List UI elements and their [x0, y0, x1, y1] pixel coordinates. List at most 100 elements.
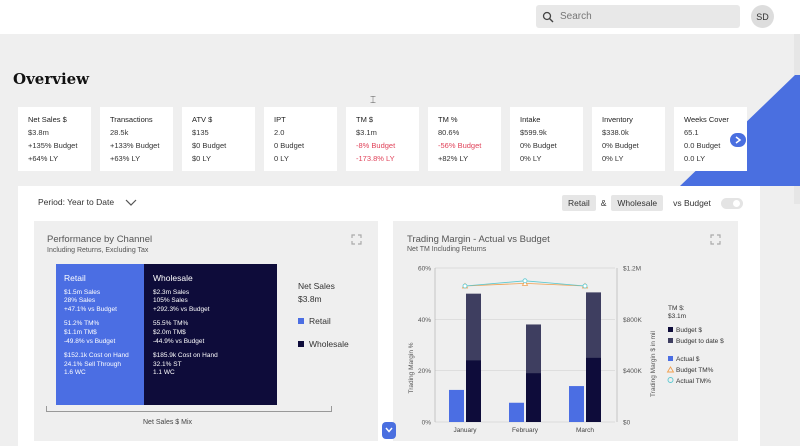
retail-swatch	[298, 318, 304, 324]
left-tick-label: 0%	[422, 420, 432, 427]
retail-tm-vs-budget-line: -49.8% vs Budget	[64, 337, 116, 345]
kpi-ly: 0% LY	[602, 154, 624, 163]
vs-budget-toggle[interactable]	[720, 197, 743, 209]
kpi-card-transactions[interactable]: Transactions 28.5k +133% Budget +63% LY	[100, 107, 173, 171]
kpi-ly: 0% LY	[520, 154, 542, 163]
wholesale-sales-line: $2.3m Sales	[153, 288, 190, 296]
kpi-value: 28.5k	[110, 128, 129, 137]
retail-filter-chip[interactable]: Retail	[562, 195, 596, 211]
legend-budget-to-date: Budget to date $	[676, 338, 724, 345]
legend-budget-tm: Budget TM%	[676, 367, 714, 374]
kpi-value: $3.8m	[28, 128, 49, 137]
margin-panel-subtitle: Net TM Including Returns	[407, 246, 487, 253]
kpi-card-net-sales[interactable]: Net Sales $ $3.8m +135% Budget +64% LY	[18, 107, 91, 171]
right-tick-label: $800K	[623, 317, 642, 324]
mix-axis-label: Net Sales $ Mix	[143, 419, 193, 426]
budget-dollar-bar	[466, 360, 481, 422]
legend-item-actual-tm[interactable]: Actual TM%	[667, 377, 711, 386]
net-sales-legend-title: Net Sales	[298, 281, 335, 291]
legend-item-budget-to-date[interactable]: Budget to date $	[668, 338, 724, 345]
kpi-next-button[interactable]	[730, 133, 746, 147]
budget-dollar-swatch	[668, 327, 673, 332]
actual-tm-point	[522, 278, 528, 284]
kpi-value: 65.1	[684, 128, 699, 137]
kpi-card-tm-dollar[interactable]: TM $ $3.1m -8% Budget -173.8% LY	[346, 107, 419, 171]
trading-margin-chart: 0% $0 20% $400K 40% $800K 60% $1.2M January Febru…	[408, 266, 724, 435]
period-dropdown[interactable]: Period: Year to Date	[38, 197, 137, 207]
retail-sales-vs-budget-line: +47.1% vs Budget	[64, 305, 117, 313]
kpi-card-atv[interactable]: ATV $ $135 $0 Budget $0 LY	[182, 107, 255, 171]
retail-sales-line: $1.5m Sales	[64, 288, 101, 296]
retail-tm-percent-line: 51.2% TM%	[64, 320, 100, 328]
legend-budget-dollar: Budget $	[676, 327, 702, 334]
tm-value: $3.1m	[668, 313, 686, 320]
wholesale-st-line: 32.1% ST	[153, 360, 182, 368]
kpi-value: $135	[192, 128, 209, 137]
chevron-down-icon	[385, 427, 393, 433]
kpi-value: $599.9k	[520, 128, 547, 137]
search-input[interactable]	[560, 11, 730, 22]
search-box[interactable]	[536, 5, 740, 28]
kpi-budget: 0% Budget	[602, 141, 639, 150]
right-axis-label: Trading Margin $ in mil	[650, 331, 657, 397]
kpi-value: $338.0k	[602, 128, 629, 137]
left-axis-label: Trading Margin %	[408, 342, 415, 393]
kpi-ly: $0 LY	[192, 154, 212, 163]
kpi-ly: +63% LY	[110, 154, 141, 163]
expand-icon[interactable]	[351, 234, 362, 245]
treemap-retail-block[interactable]: Retail $1.5m Sales 28% Sales +47.1% vs B…	[56, 264, 144, 405]
right-tick-label: $1.2M	[623, 266, 641, 273]
kpi-budget: +135% Budget	[28, 141, 78, 150]
expand-icon[interactable]	[710, 234, 721, 245]
kpi-budget: +133% Budget	[110, 141, 160, 150]
actual-tm-point	[462, 283, 468, 289]
kpi-value: 80.6%	[438, 128, 460, 137]
actual-dollar-bar	[569, 386, 584, 422]
chevron-down-icon	[125, 199, 137, 206]
mouse-cursor: ⌶	[370, 95, 376, 106]
legend-item-budget-dollar[interactable]: Budget $	[668, 327, 702, 334]
channel-panel-subtitle: Including Returns, Excluding Tax	[47, 247, 149, 254]
x-tick-label: February	[512, 427, 539, 434]
actual-dollar-swatch	[668, 356, 673, 361]
filter-ampersand: &	[600, 198, 607, 208]
margin-panel-title: Trading Margin - Actual vs Budget	[407, 234, 550, 245]
tm-label: TM $:	[668, 305, 685, 312]
wholesale-cost-on-hand-line: $185.9k Cost on Hand	[153, 352, 218, 360]
treemap-wholesale-block[interactable]: Wholesale $2.3m Sales 105% Sales +292.3%…	[144, 264, 277, 405]
kpi-ly: -173.8% LY	[356, 154, 395, 163]
actual-tm-point	[582, 283, 588, 289]
kpi-title: Transactions	[110, 115, 153, 124]
chevron-right-icon	[735, 136, 742, 144]
budget-dollar-bar	[586, 357, 601, 422]
kpi-card-inventory[interactable]: Inventory $338.0k 0% Budget 0% LY	[592, 107, 665, 171]
legend-retail-label: Retail	[309, 316, 331, 326]
wholesale-filter-chip[interactable]: Wholesale	[611, 195, 664, 211]
legend-item-actual-dollar[interactable]: Actual $	[668, 356, 700, 363]
page-title: Overview	[13, 70, 90, 88]
legend-item-wholesale[interactable]: Wholesale	[298, 339, 349, 349]
kpi-title: TM %	[438, 115, 458, 124]
legend-item-retail[interactable]: Retail	[298, 316, 331, 326]
kpi-title: TM $	[356, 115, 374, 124]
user-avatar[interactable]: SD	[751, 5, 774, 28]
legend-wholesale-label: Wholesale	[309, 339, 349, 349]
channel-filters: Retail & Wholesale vs Budget	[562, 195, 743, 211]
kpi-card-tm-percent[interactable]: TM % 80.6% -56% Budget +82% LY	[428, 107, 501, 171]
kpi-card-weeks-cover[interactable]: Weeks Cover 65.1 0.0 Budget 0.0 LY	[674, 107, 747, 171]
left-tick-label: 40%	[418, 317, 431, 324]
scroll-down-button[interactable]	[382, 422, 396, 439]
kpi-title: IPT	[274, 115, 286, 124]
kpi-card-intake[interactable]: Intake $599.9k 0% Budget 0% LY	[510, 107, 583, 171]
legend-item-budget-tm[interactable]: Budget TM%	[666, 366, 714, 374]
budget-to-date-swatch	[668, 338, 673, 343]
kpi-budget: $0 Budget	[192, 141, 227, 150]
scrollbar[interactable]	[794, 34, 800, 204]
kpi-budget: 0 Budget	[274, 141, 305, 150]
kpi-title: Net Sales $	[28, 115, 67, 124]
left-tick-label: 20%	[418, 368, 431, 375]
retail-tm-dollar-line: $1.1m TM$	[64, 328, 97, 336]
kpi-value: $3.1m	[356, 128, 377, 137]
kpi-card-ipt[interactable]: IPT 2.0 0 Budget 0 LY	[264, 107, 337, 171]
retail-sell-through-line: 24.1% Sell Through	[64, 360, 121, 368]
